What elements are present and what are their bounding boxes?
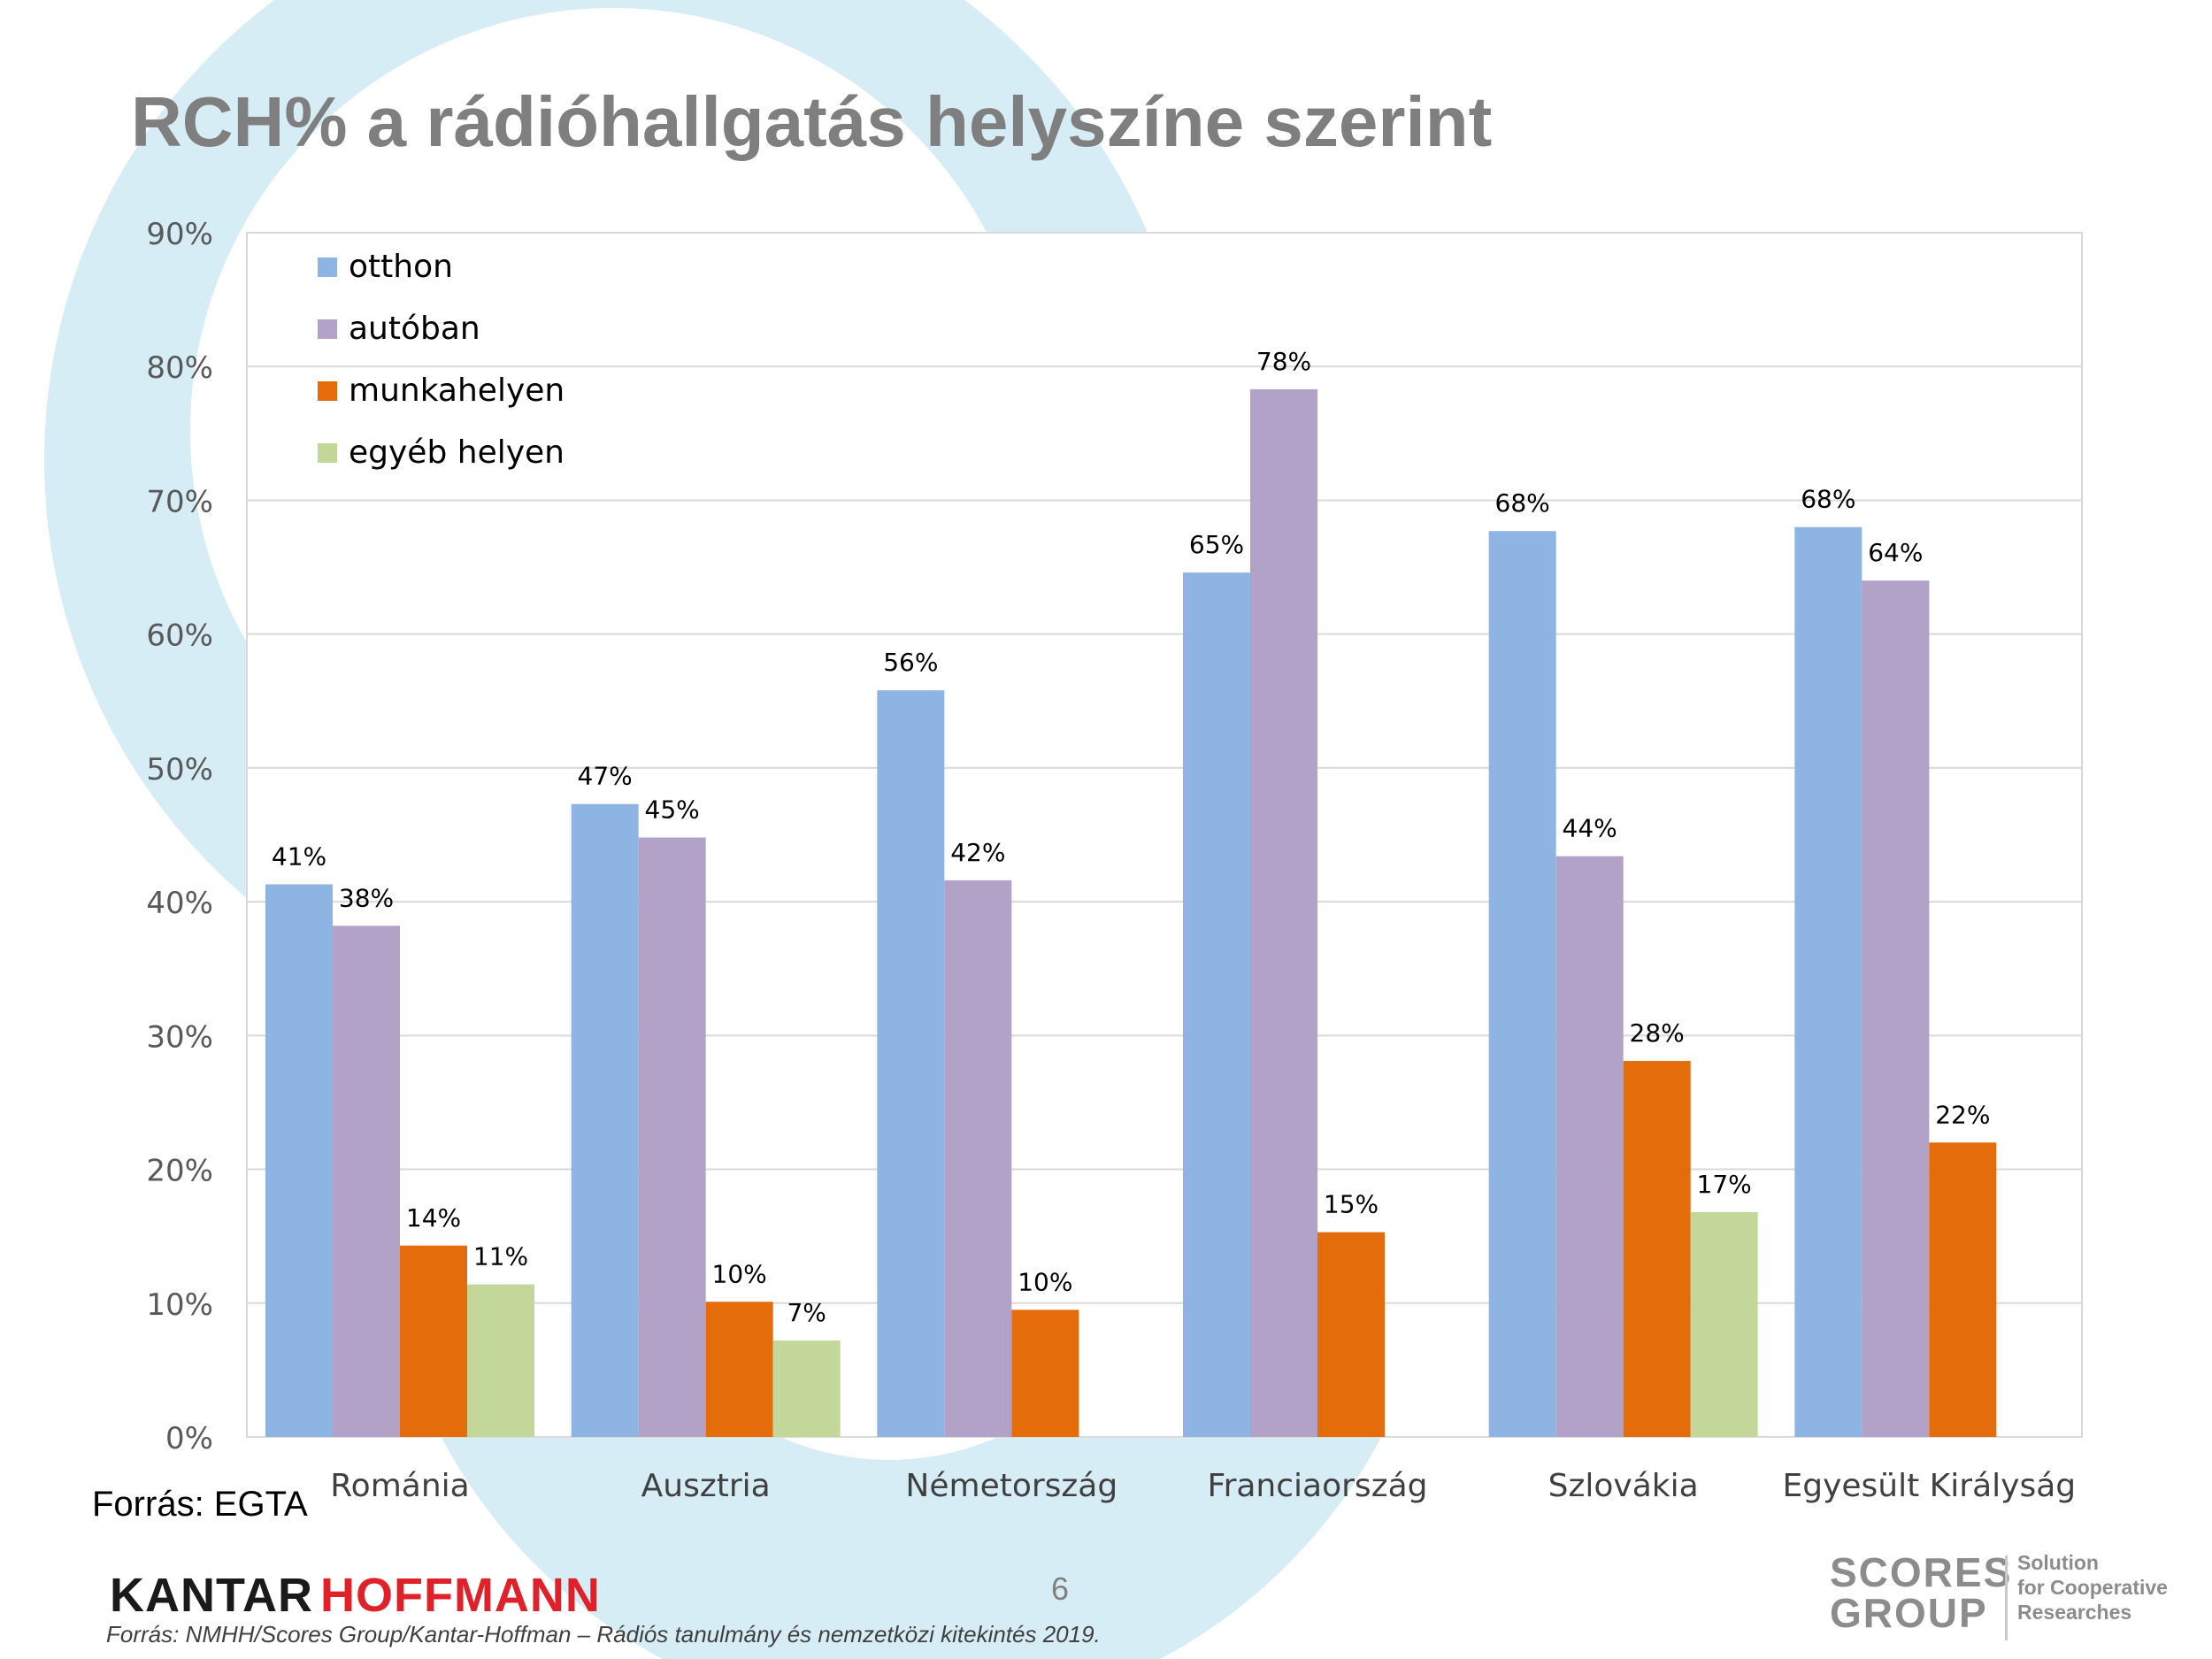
bar bbox=[877, 690, 945, 1437]
y-tick-label: 60% bbox=[146, 618, 213, 654]
bar bbox=[772, 1340, 841, 1437]
data-label: 22% bbox=[1935, 1100, 1990, 1129]
y-tick-label: 90% bbox=[146, 217, 213, 252]
data-label: 56% bbox=[883, 648, 938, 677]
legend-label: otthon bbox=[349, 249, 453, 285]
tagline-line: Researches bbox=[2017, 1601, 2132, 1624]
data-label: 41% bbox=[272, 841, 326, 871]
tagline-line: Solution bbox=[2017, 1551, 2099, 1574]
bar bbox=[400, 1245, 467, 1437]
bar bbox=[1183, 572, 1250, 1437]
page-number: 6 bbox=[1051, 1571, 1070, 1607]
x-tick-label: Szlovákia bbox=[1548, 1468, 1699, 1504]
bar bbox=[1794, 526, 1863, 1437]
bar bbox=[1011, 1310, 1079, 1437]
y-tick-label: 40% bbox=[146, 886, 213, 921]
data-label: 7% bbox=[787, 1298, 826, 1327]
gridlines bbox=[247, 365, 2082, 1438]
data-label: 17% bbox=[1697, 1170, 1752, 1199]
legend-swatch bbox=[318, 443, 337, 463]
data-label: 78% bbox=[1256, 347, 1311, 376]
y-tick-label: 20% bbox=[146, 1154, 213, 1189]
legend-label: autóban bbox=[349, 311, 480, 347]
y-tick-label: 10% bbox=[146, 1287, 213, 1323]
y-tick-label: 30% bbox=[146, 1019, 213, 1055]
bar bbox=[1690, 1211, 1758, 1437]
bars bbox=[265, 388, 1997, 1438]
bar bbox=[265, 884, 333, 1437]
data-label: 68% bbox=[1495, 488, 1550, 518]
x-tick-label: Ausztria bbox=[641, 1468, 771, 1504]
legend-swatch bbox=[318, 257, 337, 277]
legend-swatch bbox=[318, 319, 337, 339]
bar bbox=[1488, 531, 1556, 1437]
kantar-logo-word: KANTAR bbox=[110, 1569, 313, 1622]
bar bbox=[1555, 856, 1624, 1437]
bar bbox=[944, 879, 1012, 1437]
y-axis: 0% 10% 20% 30% 40% 50% 60% 70% 80% 90% bbox=[146, 217, 213, 1456]
data-labels: 41% 47% 56% 65% 68% 68% 38% 45% 42% 78% 44% 64% 14% 1… bbox=[272, 347, 1991, 1327]
bar bbox=[571, 803, 639, 1437]
bar bbox=[1862, 580, 1930, 1437]
legend-label: munkahelyen bbox=[349, 373, 565, 409]
x-tick-label: Franciaország bbox=[1207, 1468, 1427, 1504]
y-tick-label: 70% bbox=[146, 484, 213, 519]
footer-source: Forrás: NMHH/Scores Group/Kantar-Hoffman… bbox=[106, 1621, 1101, 1647]
bar bbox=[333, 926, 400, 1437]
data-label: 64% bbox=[1868, 538, 1923, 567]
x-tick-label: Románia bbox=[330, 1468, 469, 1504]
bar bbox=[467, 1284, 534, 1437]
data-label: 10% bbox=[1018, 1267, 1072, 1296]
data-label: 11% bbox=[473, 1242, 528, 1271]
data-label: 15% bbox=[1324, 1190, 1379, 1219]
logo-divider bbox=[2005, 1555, 2008, 1640]
bar bbox=[1317, 1232, 1385, 1437]
bar bbox=[1623, 1061, 1691, 1437]
slide-title: RCH% a rádióhallgatás helyszíne szerint bbox=[131, 82, 1493, 161]
legend-swatch bbox=[318, 381, 337, 401]
data-label: 65% bbox=[1189, 530, 1244, 559]
kantar-hoffmann-logo: KANTAR HOFFMANN bbox=[110, 1568, 601, 1623]
scores-logo-word: SCORES bbox=[1830, 1549, 2013, 1595]
data-label: 42% bbox=[950, 838, 1005, 867]
source-note: Forrás: EGTA bbox=[92, 1485, 308, 1524]
data-label: 47% bbox=[578, 762, 633, 791]
bar bbox=[705, 1302, 773, 1437]
data-label: 38% bbox=[339, 883, 394, 912]
plot-area bbox=[246, 232, 2083, 1438]
data-label: 44% bbox=[1563, 814, 1617, 843]
data-label: 14% bbox=[406, 1203, 461, 1233]
bar bbox=[1929, 1142, 1997, 1437]
x-tick-label: Egyesült Királyság bbox=[1783, 1468, 2077, 1504]
data-label: 45% bbox=[645, 795, 700, 825]
x-axis: Románia Ausztria Németország Franciaország S… bbox=[330, 1468, 2076, 1504]
y-tick-label: 0% bbox=[165, 1421, 213, 1456]
x-tick-label: Németország bbox=[905, 1468, 1118, 1504]
data-label: 28% bbox=[1630, 1018, 1685, 1048]
data-label: 10% bbox=[712, 1259, 767, 1288]
y-tick-label: 80% bbox=[146, 350, 213, 386]
legend-label: egyéb helyen bbox=[349, 434, 565, 471]
legend: otthon autóban munkahelyen egyéb helyen bbox=[318, 249, 565, 471]
y-tick-label: 50% bbox=[146, 752, 213, 787]
bar bbox=[638, 837, 706, 1437]
bar bbox=[1250, 388, 1317, 1438]
data-label: 68% bbox=[1801, 485, 1855, 514]
group-logo-word: GROUP bbox=[1830, 1590, 1988, 1636]
scores-tagline: Solution for Cooperative Researches bbox=[2017, 1550, 2168, 1624]
hoffmann-logo-word: HOFFMANN bbox=[319, 1569, 601, 1622]
tagline-line: for Cooperative bbox=[2017, 1576, 2168, 1599]
